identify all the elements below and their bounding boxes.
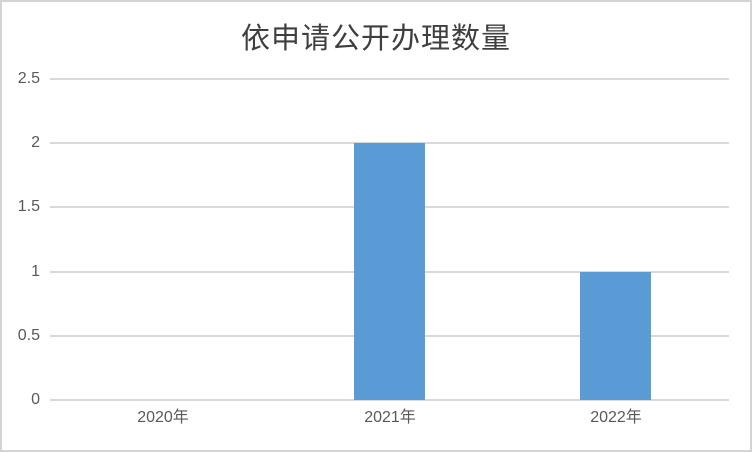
y-axis-tick-label: 1 (31, 262, 40, 280)
x-axis-tick-label: 2020年 (137, 409, 189, 426)
y-axis-tick-label: 2 (31, 134, 40, 152)
y-axis-tick-label: 0 (31, 391, 40, 408)
x-axis-tick-label: 2021年 (364, 409, 416, 426)
y-axis-tick-label: 2.5 (17, 70, 40, 87)
y-axis-tick-label: 1.5 (17, 198, 40, 216)
gridline (50, 78, 729, 80)
gridline (50, 399, 729, 401)
x-axis-tick-label: 2022年 (590, 409, 642, 426)
bar (580, 272, 651, 400)
plot-area (50, 78, 729, 401)
bar (354, 143, 425, 400)
y-axis-tick-label: 0.5 (17, 326, 40, 344)
chart-title: 依申请公开办理数量 (240, 21, 511, 55)
